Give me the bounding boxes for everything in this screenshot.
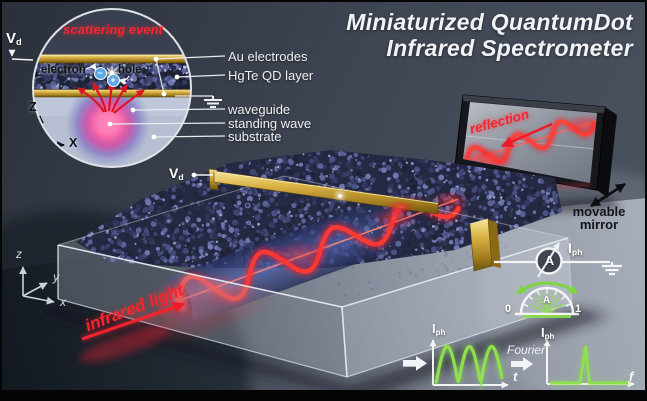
- ground-icon: [602, 262, 622, 276]
- fourier-arrow-icon: [511, 357, 533, 371]
- figure-title-line1: Miniaturized QuantumDot: [346, 9, 633, 35]
- xyz-axes-icon: [19, 266, 55, 305]
- inset-vd-label: Vd: [6, 30, 22, 47]
- photocurrent-circuit: [494, 242, 622, 278]
- floor-light-glow: [79, 325, 171, 363]
- inset-vd-connector: [8, 49, 34, 61]
- x-axis-label: x: [60, 295, 66, 309]
- hole-icon: +: [106, 74, 120, 87]
- movable-mirror: [454, 94, 617, 198]
- electron-label: electron: [41, 64, 86, 76]
- callout-au-electrodes: Au electrodes: [228, 49, 308, 64]
- hole-label: hole: [118, 64, 142, 76]
- y-axis-label: y: [53, 270, 59, 284]
- callout-waveguide: waveguide: [228, 102, 291, 117]
- device-vd-connector: [191, 172, 213, 178]
- movable-mirror-label: movable mirror: [572, 204, 626, 232]
- fourier-label: Fourier: [507, 343, 546, 357]
- device-vd-label: Vd: [169, 165, 184, 182]
- gauge-sweep-arrow: [516, 281, 578, 295]
- iph-circuit-label: Iph: [568, 240, 583, 257]
- callout-hgte-qd-layer: HgTe QD layer: [228, 68, 314, 83]
- callout-connectors: [109, 55, 226, 138]
- gauge-min-label: 0: [505, 303, 512, 315]
- callout-standing-wave: standing wave: [228, 116, 312, 131]
- interferogram-y-label: Iph: [432, 321, 446, 337]
- reflection-arrow: [500, 122, 553, 148]
- inset-z-axis-label: Z: [29, 100, 37, 114]
- spectrum-y-label: Iph: [541, 325, 555, 341]
- mirror-motion-arrow: [590, 182, 626, 208]
- inset-circle-outline: [32, 8, 192, 168]
- inset-x-axis-label: X: [69, 136, 78, 150]
- right-au-contact: [469, 218, 501, 272]
- callout-substrate: substrate: [228, 129, 282, 144]
- interferogram-curve: [434, 344, 504, 387]
- figure-title-line2: Infrared Spectrometer: [386, 35, 633, 61]
- inset-ground-icon: [204, 96, 222, 108]
- hole-pointer: [118, 75, 130, 85]
- figure-title: Miniaturized QuantumDot Infrared Spectro…: [346, 9, 633, 61]
- electron-icon: −: [93, 66, 107, 80]
- cross-section-inset: [8, 8, 226, 168]
- z-axis-label: z: [16, 247, 22, 261]
- infrared-arrow: [81, 301, 186, 341]
- scattering-event-label: scattering event: [63, 22, 163, 37]
- interferogram-x-label: t: [513, 369, 518, 384]
- flow-arrow-icon: [403, 356, 427, 371]
- interferogram-axes: [429, 339, 509, 389]
- spectrum-x-label: f: [629, 369, 634, 384]
- gauge-max-label: 1: [575, 303, 582, 315]
- callout-dots: [107, 56, 180, 140]
- ammeter-symbol: A: [544, 253, 555, 268]
- gauge-meter: [515, 281, 579, 319]
- gauge-symbol: A: [542, 295, 551, 306]
- signal-graphs: [403, 339, 635, 392]
